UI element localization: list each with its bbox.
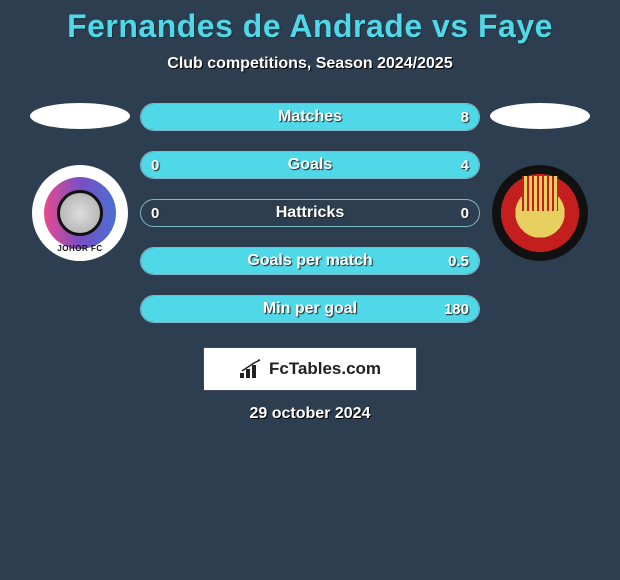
badge-stripes xyxy=(522,176,559,211)
brand-text: FcTables.com xyxy=(269,359,381,379)
right-club-badge: P.B.N.S xyxy=(492,165,588,261)
stat-label: Matches xyxy=(141,104,479,130)
badge-pbns-graphic: P.B.N.S xyxy=(492,165,588,261)
left-club-badge: JOHOR FC xyxy=(32,165,128,261)
stat-label: Min per goal xyxy=(141,296,479,322)
date-text: 29 october 2024 xyxy=(250,405,371,423)
stat-row: Hattricks0 0 xyxy=(140,199,480,227)
page-subtitle: Club competitions, Season 2024/2025 xyxy=(0,55,620,73)
brand-box: FcTables.com xyxy=(203,347,417,391)
stat-label: Goals xyxy=(141,152,479,178)
right-column: P.B.N.S xyxy=(480,103,600,261)
content: JOHOR FC Matches8Goals04Hattricks00Goals… xyxy=(0,103,620,323)
left-player-oval xyxy=(30,103,130,129)
right-club-name: P.B.N.S xyxy=(494,224,586,233)
stats-container: Matches8Goals04Hattricks00Goals per matc… xyxy=(140,103,480,323)
stat-row: Matches8 xyxy=(140,103,480,131)
stat-right-value: 0 xyxy=(461,200,469,226)
stat-label: Goals per match xyxy=(141,248,479,274)
stat-right-value: 180 xyxy=(444,296,469,322)
stat-right-value: 8 xyxy=(461,104,469,130)
stat-row: Goals per match0.5 xyxy=(140,247,480,275)
stat-row: Goals0 4 xyxy=(140,151,480,179)
header: Fernandes de Andrade vs Faye Club compet… xyxy=(0,0,620,73)
badge-johor-graphic xyxy=(44,177,116,249)
stat-label: Hattricks xyxy=(141,200,479,226)
stat-row: Min per goal180 xyxy=(140,295,480,323)
stat-left-value: 0 xyxy=(151,152,159,178)
footer: FcTables.com 29 october 2024 xyxy=(0,347,620,423)
stat-right-value: 0.5 xyxy=(448,248,469,274)
left-column: JOHOR FC xyxy=(20,103,140,261)
page-title: Fernandes de Andrade vs Faye xyxy=(0,8,620,45)
right-player-oval xyxy=(490,103,590,129)
stat-left-value: 0 xyxy=(151,200,159,226)
chart-icon xyxy=(239,359,263,379)
left-club-name: JOHOR FC xyxy=(32,244,128,253)
stat-right-value: 4 xyxy=(461,152,469,178)
